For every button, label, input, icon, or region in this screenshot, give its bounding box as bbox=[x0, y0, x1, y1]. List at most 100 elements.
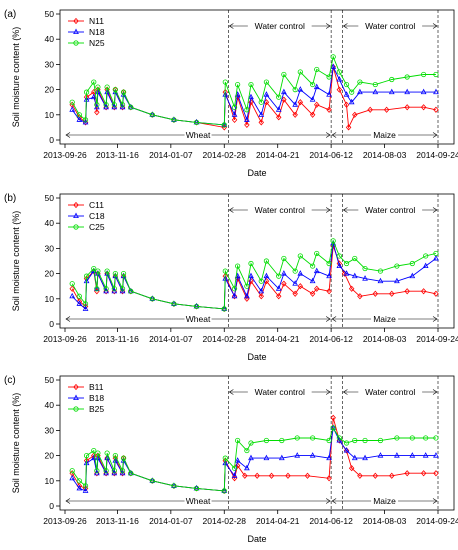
data-point-C18 bbox=[127, 287, 134, 294]
data-point-N11 bbox=[248, 99, 254, 106]
data-point-N25 bbox=[76, 112, 82, 118]
data-point-B11 bbox=[242, 472, 248, 479]
annotation-arrowhead-left bbox=[228, 389, 234, 395]
series-line-N18 bbox=[71, 65, 436, 126]
data-point-C11 bbox=[297, 283, 304, 290]
annotation-label: Maize bbox=[373, 130, 396, 140]
data-point-B18 bbox=[309, 452, 316, 458]
legend-label: C18 bbox=[89, 211, 105, 221]
data-point-C18 bbox=[281, 270, 287, 276]
data-point-N25 bbox=[310, 81, 316, 88]
data-point-N18 bbox=[372, 88, 379, 95]
data-point-B25 bbox=[222, 455, 228, 461]
data-point-C25 bbox=[433, 250, 439, 257]
annotation-label-bg bbox=[371, 129, 399, 140]
x-tick-label: 2013-11-16 bbox=[96, 334, 139, 344]
data-point-C25 bbox=[171, 301, 177, 307]
data-point-B18 bbox=[82, 487, 89, 493]
legend-marker-C18 bbox=[73, 212, 79, 219]
data-point-C18 bbox=[309, 277, 316, 284]
data-point-N18 bbox=[69, 106, 76, 112]
data-point-B18 bbox=[326, 454, 332, 461]
annotation-label: Water control bbox=[365, 387, 415, 397]
data-point-B25 bbox=[111, 468, 117, 474]
y-tick-label: 10 bbox=[45, 294, 55, 304]
data-point-B18 bbox=[294, 452, 301, 458]
data-point-N25 bbox=[404, 74, 410, 80]
annotation-label-bg bbox=[371, 495, 399, 506]
legend-marker-B25 bbox=[73, 406, 79, 412]
data-point-C18 bbox=[394, 277, 400, 284]
annotation-arrowhead-left bbox=[331, 316, 337, 322]
data-point-B11 bbox=[304, 472, 311, 479]
annotation-arrowhead-right bbox=[325, 23, 331, 29]
data-point-C25 bbox=[362, 265, 368, 272]
data-point-B18 bbox=[244, 464, 250, 471]
x-tick-label: 2013-09-26 bbox=[43, 516, 87, 526]
annotation-label-bg bbox=[184, 129, 212, 140]
data-point-N25 bbox=[128, 104, 134, 110]
data-point-B11 bbox=[234, 462, 241, 469]
annotation-arrowhead-right bbox=[432, 389, 438, 395]
data-point-C11 bbox=[326, 288, 332, 295]
data-point-N11 bbox=[383, 106, 390, 113]
chart-panel-a: (a) 0 10 20 30 40 50 Soil moisture content (%) 2… bbox=[4, 9, 458, 178]
x-tick-label: 2013-11-16 bbox=[96, 516, 139, 526]
data-point-C25 bbox=[297, 253, 303, 259]
annotation-arrowhead-right bbox=[325, 207, 331, 213]
annotation-arrowhead-right bbox=[325, 132, 331, 138]
annotation-label-bg bbox=[371, 313, 399, 324]
data-point-N18 bbox=[297, 86, 304, 92]
data-point-N11 bbox=[231, 116, 238, 123]
data-point-B25 bbox=[433, 435, 439, 441]
data-point-C25 bbox=[193, 303, 200, 309]
data-point-N18 bbox=[330, 63, 337, 69]
legend-marker-N25 bbox=[73, 40, 79, 46]
data-point-N18 bbox=[388, 88, 395, 95]
annotation-label-bg bbox=[358, 204, 423, 215]
data-point-N18 bbox=[275, 106, 282, 112]
data-point-B25 bbox=[104, 450, 110, 456]
data-point-B25 bbox=[82, 483, 89, 489]
annotation-label-bg bbox=[184, 495, 212, 506]
annotation-label-bg bbox=[358, 20, 423, 31]
data-point-N11 bbox=[281, 96, 287, 103]
data-point-N25 bbox=[244, 107, 250, 113]
x-tick-label: 2014-02-28 bbox=[203, 150, 247, 160]
annotation-label: Wheat bbox=[186, 496, 211, 506]
data-point-B18 bbox=[69, 474, 76, 481]
legend-label: B18 bbox=[89, 393, 104, 403]
data-point-C25 bbox=[82, 301, 89, 307]
data-point-N18 bbox=[281, 88, 287, 95]
data-point-C18 bbox=[82, 305, 89, 311]
data-point-C11 bbox=[357, 293, 363, 300]
annotation-label: Wheat bbox=[186, 314, 211, 324]
data-point-N25 bbox=[83, 89, 90, 95]
data-point-N18 bbox=[76, 116, 83, 122]
data-point-B25 bbox=[352, 437, 358, 444]
data-point-B18 bbox=[377, 452, 384, 458]
y-tick-label: 20 bbox=[45, 269, 55, 279]
x-tick-label: 2013-11-16 bbox=[96, 150, 139, 160]
data-point-B25 bbox=[128, 470, 134, 476]
data-point-C25 bbox=[69, 281, 75, 287]
x-tick-label: 2014-04-21 bbox=[256, 516, 300, 526]
data-point-N18 bbox=[258, 111, 265, 117]
data-point-N25 bbox=[171, 117, 177, 123]
data-point-B18 bbox=[234, 457, 241, 463]
data-point-B25 bbox=[279, 437, 285, 444]
annotation-arrowhead-left bbox=[342, 389, 348, 395]
x-tick-label: 2014-06-12 bbox=[309, 334, 353, 344]
data-point-N18 bbox=[313, 83, 320, 90]
data-point-N11 bbox=[433, 106, 439, 113]
y-tick-label: 50 bbox=[45, 9, 55, 19]
annotation-label-bg bbox=[358, 386, 423, 397]
data-point-B25 bbox=[343, 440, 350, 446]
series-B11 bbox=[69, 414, 439, 494]
data-point-C25 bbox=[292, 268, 298, 274]
data-point-N25 bbox=[82, 117, 89, 123]
data-point-C25 bbox=[336, 253, 342, 259]
data-point-C18 bbox=[343, 270, 350, 276]
x-tick-label: 2014-09-24 bbox=[416, 334, 458, 344]
x-tick-label: 2014-04-21 bbox=[256, 334, 300, 344]
